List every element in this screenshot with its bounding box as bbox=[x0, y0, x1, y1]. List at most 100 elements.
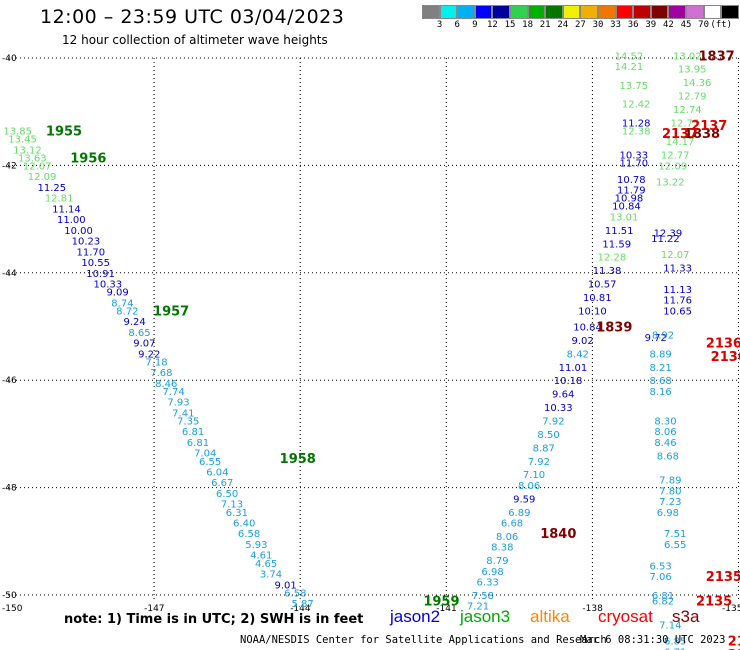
wave-height-value: 6.04 bbox=[206, 467, 228, 478]
wave-height-value: 10.57 bbox=[588, 280, 617, 291]
color-scale-labels: 3 6 9 12 15 18 21 24 27 30 33 36 39 42 45 70 (ft) bbox=[422, 19, 739, 31]
color-scale-label: 70 bbox=[698, 20, 710, 30]
wave-height-value: 10.84 bbox=[612, 202, 641, 213]
wave-height-value: 8.72 bbox=[116, 306, 138, 317]
wave-height-value: 7.21 bbox=[467, 602, 489, 613]
wave-height-value: 8.79 bbox=[486, 556, 508, 567]
wave-height-value: 8.92 bbox=[652, 331, 674, 342]
wave-height-value: 8.06 bbox=[496, 532, 518, 543]
wave-height-value: 7.18 bbox=[145, 357, 167, 368]
wave-height-value: 6.53 bbox=[649, 561, 671, 572]
track-time-label: 1837 bbox=[698, 49, 734, 64]
wave-height-value: 6.98 bbox=[657, 508, 679, 519]
wave-height-value: 7.80 bbox=[659, 486, 681, 497]
wave-height-value: 12.77 bbox=[661, 151, 690, 162]
color-scale-label: 6 bbox=[454, 20, 460, 30]
wave-height-value: 13.45 bbox=[8, 135, 37, 146]
color-scale-swatch bbox=[580, 5, 598, 19]
color-scale-label: 33 bbox=[610, 20, 622, 30]
wave-height-value: 8.46 bbox=[654, 438, 676, 449]
wave-height-value: 9.07 bbox=[133, 339, 155, 350]
color-scale-label: 36 bbox=[627, 20, 639, 30]
wave-height-value: 13.95 bbox=[678, 65, 707, 76]
wave-height-value: 4.61 bbox=[250, 551, 272, 562]
wave-height-value: 7.51 bbox=[664, 529, 686, 540]
wave-height-value: 12.09 bbox=[28, 172, 57, 183]
wave-height-value: 6.89 bbox=[508, 508, 530, 519]
latitude-label: -44 bbox=[2, 269, 17, 279]
wave-height-value: 11.59 bbox=[602, 239, 631, 250]
wave-height-value: 11.51 bbox=[605, 226, 634, 237]
wave-height-value: 6.58 bbox=[284, 588, 306, 599]
wave-height-value: 9.72 bbox=[645, 333, 667, 344]
credit-text: NOAA/NESDIS Center for Satellite Applica… bbox=[240, 634, 607, 646]
track-time-label: 2137 bbox=[691, 119, 727, 134]
legend-s3a: s3a bbox=[672, 607, 700, 626]
wave-height-value: 9.09 bbox=[106, 288, 128, 299]
wave-height-value: 3.74 bbox=[260, 570, 282, 581]
track-time-label: 2134 bbox=[728, 648, 740, 650]
color-scale-swatch bbox=[615, 5, 634, 19]
wave-height-value: 9.01 bbox=[274, 580, 296, 591]
wave-height-value: 8.06 bbox=[518, 481, 540, 492]
wave-height-value: 10.65 bbox=[663, 306, 692, 317]
track-time-label: 2137 bbox=[662, 127, 698, 142]
color-scale-label: 39 bbox=[645, 20, 657, 30]
wave-height-value: 13.02 bbox=[673, 51, 702, 62]
wave-height-value: 11.70 bbox=[619, 159, 648, 170]
wave-height-value: 8.68 bbox=[649, 376, 671, 387]
wave-height-value: 5.93 bbox=[245, 540, 267, 551]
footer-note: note: 1) Time is in UTC; 2) SWH is in fe… bbox=[64, 612, 364, 627]
color-scale-swatch bbox=[685, 5, 704, 19]
wave-height-value: 6.82 bbox=[652, 596, 674, 607]
legend-jason3: jason3 bbox=[460, 607, 511, 626]
wave-height-value: 13.22 bbox=[656, 178, 685, 189]
wave-height-value: 12.81 bbox=[45, 194, 74, 205]
wave-height-value: 6.50 bbox=[216, 489, 238, 500]
color-scale-label: (ft) bbox=[710, 20, 733, 30]
wave-height-value: 6.85 bbox=[664, 637, 686, 648]
color-scale-swatch bbox=[509, 5, 528, 19]
wave-height-value: 12.39 bbox=[654, 229, 683, 240]
wave-height-value: 11.13 bbox=[663, 285, 692, 296]
wave-height-value: 8.38 bbox=[491, 543, 513, 554]
track-time-label: 1958 bbox=[280, 452, 316, 467]
wave-height-value: 8.89 bbox=[649, 349, 671, 360]
wave-height-value: 13.85 bbox=[3, 126, 32, 137]
wave-height-value: 6.58 bbox=[238, 529, 260, 540]
latitude-label: -42 bbox=[2, 161, 17, 171]
wave-height-value: 14.52 bbox=[615, 51, 644, 62]
wave-height-value: 11.14 bbox=[52, 204, 81, 215]
color-scale-label: 42 bbox=[662, 20, 674, 30]
legend-cryosat: cryosat bbox=[598, 607, 653, 626]
longitude-label: -141 bbox=[436, 604, 456, 614]
wave-height-value: 11.70 bbox=[76, 247, 105, 258]
latitude-label: -46 bbox=[2, 376, 17, 386]
wave-height-value: 11.25 bbox=[38, 183, 67, 194]
wave-height-value: 13.12 bbox=[13, 145, 42, 156]
longitude-label: -138 bbox=[582, 604, 603, 614]
color-scale-swatch bbox=[527, 5, 546, 19]
wave-height-value: 8.21 bbox=[649, 363, 671, 374]
color-scale-swatch bbox=[562, 5, 581, 19]
color-scale-swatch bbox=[597, 5, 616, 19]
color-scale-swatch bbox=[668, 5, 686, 19]
wave-height-value: 10.18 bbox=[554, 376, 583, 387]
wave-height-value: 10.33 bbox=[544, 403, 573, 414]
wave-height-value: 10.33 bbox=[619, 151, 648, 162]
track-time-label: 1955 bbox=[46, 124, 82, 139]
color-scale-swatch bbox=[457, 5, 475, 19]
color-scale-swatch bbox=[633, 5, 651, 19]
wave-height-value: 10.81 bbox=[583, 293, 612, 304]
wave-height-value: 10.55 bbox=[81, 258, 110, 269]
track-time-label: 2136 bbox=[711, 350, 740, 365]
wave-height-value: 6.68 bbox=[501, 519, 523, 530]
wave-height-value: 7.68 bbox=[150, 368, 172, 379]
track-time-label: 1838 bbox=[684, 127, 720, 142]
color-scale-label: 21 bbox=[539, 20, 551, 30]
wave-height-value: 8.06 bbox=[654, 427, 676, 438]
map-title: 12:00 – 23:59 UTC 03/04/2023 bbox=[40, 6, 345, 28]
track-time-label: 1840 bbox=[540, 527, 576, 542]
color-scale: 3 6 9 12 15 18 21 24 27 30 33 36 39 42 45 70 (ft) bbox=[422, 5, 739, 31]
wave-height-value: 10.84 bbox=[573, 323, 602, 334]
